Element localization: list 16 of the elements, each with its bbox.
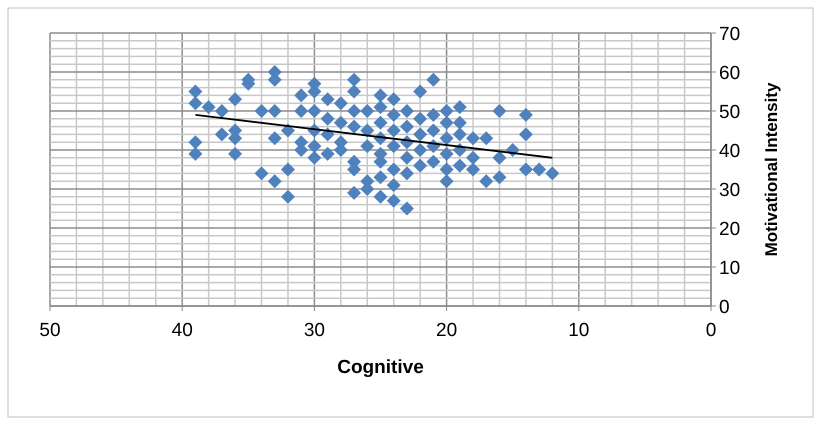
y-tick-label: 50 — [719, 102, 740, 123]
y-tick-label: 20 — [719, 219, 740, 240]
x-tick-label: 20 — [436, 320, 458, 341]
y-tick-label: 40 — [719, 141, 740, 162]
x-tick-label: 0 — [706, 320, 716, 341]
y-tick-label: 30 — [719, 180, 740, 201]
x-tick-label: 30 — [304, 320, 325, 341]
x-tick-label: 40 — [172, 320, 193, 341]
y-tick-label: 60 — [719, 63, 740, 84]
y-axis-title: Motivational Intensity — [762, 82, 781, 256]
y-tick-label: 70 — [719, 24, 740, 45]
y-tick-label: 0 — [719, 297, 730, 318]
y-tick-label: 10 — [719, 258, 740, 279]
x-tick-label: 10 — [568, 320, 590, 341]
x-axis-title: Cognitive — [337, 357, 424, 378]
x-tick-label: 50 — [39, 320, 61, 341]
